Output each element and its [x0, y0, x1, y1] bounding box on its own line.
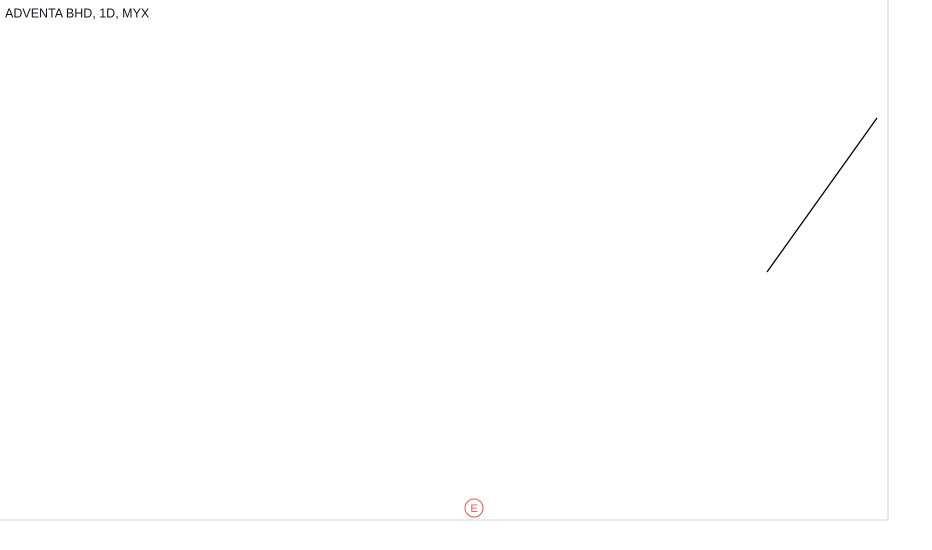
legend: ADVENTA BHD, 1D, MYX — [5, 6, 150, 20]
legend-title: ADVENTA BHD, 1D, MYX — [5, 6, 150, 20]
trend-line — [766, 117, 878, 273]
earnings-icon[interactable] — [464, 498, 484, 518]
earnings-label: E — [470, 503, 477, 515]
